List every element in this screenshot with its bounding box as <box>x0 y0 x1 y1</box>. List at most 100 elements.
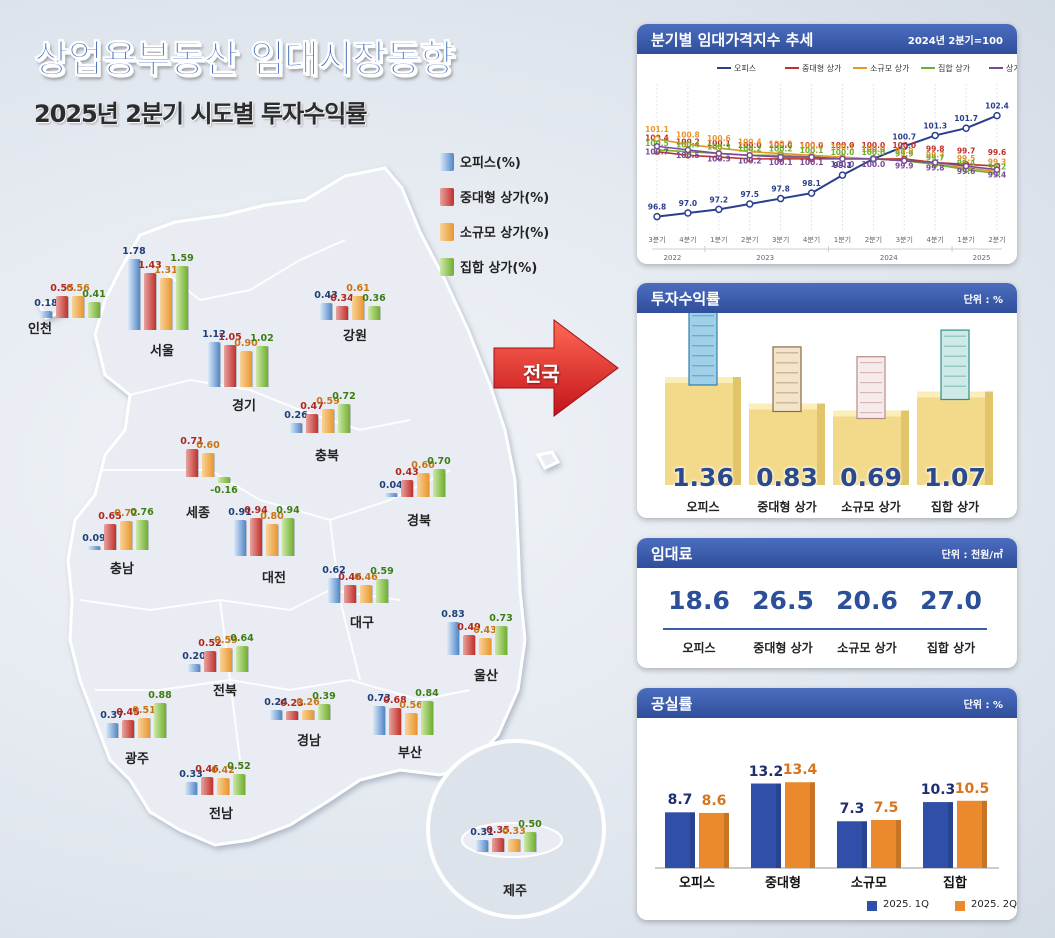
region-bar <box>202 453 214 477</box>
line-point-label: 100.8 <box>676 130 700 139</box>
line-legend-label: 소규모 상가 <box>870 63 910 73</box>
region-bar <box>433 469 445 497</box>
line-point <box>776 194 785 203</box>
region-bar <box>376 579 388 603</box>
region-bar-value: 0.70 <box>427 456 451 467</box>
region-bar-value: 0.36 <box>362 292 386 304</box>
region-bar <box>240 351 252 387</box>
region-bar-value: 0.52 <box>198 638 222 650</box>
line-point <box>746 152 753 159</box>
region-bar <box>320 302 332 320</box>
line-point-label: 100.0 <box>831 160 855 169</box>
region-bar <box>368 305 380 320</box>
line-x-label: 4분기 <box>927 235 944 244</box>
region-bar <box>122 720 134 738</box>
vacancy-value: 7.5 <box>873 800 899 816</box>
vacancy-bar-side <box>810 782 815 868</box>
region-bar <box>88 546 100 550</box>
yield-pedestal-side <box>733 377 741 485</box>
yield-title: 투자수익률 <box>651 289 721 308</box>
vacancy-value: 7.3 <box>839 801 865 818</box>
vacancy-value: 8.6 <box>701 792 727 809</box>
region-bar-value: 0.33 <box>502 825 526 837</box>
rent-value: 27.0 <box>920 586 982 615</box>
line-point-label: 99.9 <box>895 162 914 171</box>
region-bar-value: 1.78 <box>122 245 146 257</box>
yield-pedestal <box>917 391 993 485</box>
region-bar <box>524 832 536 852</box>
building-icon <box>688 313 718 386</box>
region-bar <box>176 266 188 330</box>
line-point-label: 100.0 <box>831 148 855 157</box>
yield-value: 1.36 <box>672 463 734 492</box>
legend-label: 소규모 상가(%) <box>460 226 550 241</box>
line-x-label: 1분기 <box>834 235 851 244</box>
region-bar <box>208 342 220 387</box>
line-point-label: 100.0 <box>861 141 885 150</box>
line-point-label: 101.7 <box>954 114 978 123</box>
rent-area: 18.6 오피스 26.5 중대형 상가 20.6 소규모 상가 27.0 집합 상가 <box>637 568 1017 668</box>
building-icon <box>772 346 802 413</box>
yield-value: 0.69 <box>840 463 902 492</box>
yield-value: 0.83 <box>756 463 818 492</box>
vacancy-bar-side <box>690 812 695 868</box>
vacancy-legend-label: 2025. 2Q <box>971 899 1017 910</box>
line-point-label: 100.0 <box>769 141 793 150</box>
line-year-label: 2023 <box>756 254 774 262</box>
region-bar <box>352 295 364 320</box>
region-bar-value: 0.94 <box>244 505 268 517</box>
rent-title: 임대료 <box>651 544 693 563</box>
region-name: 경기 <box>232 399 256 414</box>
line-point-label: 101.3 <box>923 121 947 130</box>
region-bar-value: 0.52 <box>227 761 251 773</box>
korea-map <box>37 166 606 919</box>
region-bar <box>401 479 413 497</box>
line-x-label: 1분기 <box>710 235 727 244</box>
line-point <box>808 153 815 161</box>
legend-label: 중대형 상가(%) <box>460 191 550 206</box>
price-index-panel: 분기별 임대가격지수 추세 2024년 2분기=100 오피스 중대형 상가 소규모… <box>637 24 1017 264</box>
line-point-label: 100.0 <box>892 141 916 150</box>
region-bar-value: 0.65 <box>98 511 122 522</box>
region-bar <box>220 648 232 672</box>
line-point-label: 100.0 <box>861 160 885 169</box>
region-bar-value: 0.84 <box>415 688 439 700</box>
region-bar <box>188 664 200 672</box>
line-point <box>684 209 692 217</box>
line-point-label: 99.7 <box>926 153 945 162</box>
vacancy-bar <box>751 783 781 868</box>
region-bar <box>88 301 100 318</box>
line-point-label: 100.2 <box>738 144 762 153</box>
region-bar-value: 0.34 <box>330 293 354 305</box>
region-bar-value: 1.59 <box>170 253 194 265</box>
vacancy-legend-swatch <box>955 901 965 911</box>
region-bar-value: 0.26 <box>296 696 320 708</box>
national-label: 전국 <box>523 362 560 386</box>
line-point-label: 102.4 <box>985 102 1009 111</box>
region-bar-value: 0.83 <box>441 608 465 620</box>
line-point-label: 100.1 <box>831 143 855 152</box>
region-bar-value: 0.56 <box>66 282 90 294</box>
region-bar <box>40 310 52 318</box>
region-bar <box>72 295 84 318</box>
line-point-label: 100.4 <box>676 141 700 150</box>
line-point-label: 99.1 <box>833 161 852 170</box>
line-point <box>653 135 661 143</box>
region-bar <box>328 578 340 603</box>
line-point-label: 100.7 <box>892 132 916 141</box>
region-bar <box>373 705 385 735</box>
region-bar-value: 0.73 <box>367 692 391 704</box>
line-point-label: 100.6 <box>707 134 731 143</box>
region-bar <box>234 519 246 556</box>
region-bar <box>236 646 248 672</box>
vacancy-label: 소규모 <box>851 876 887 891</box>
region-bar <box>463 635 475 655</box>
region-bar <box>106 723 118 738</box>
line-point-label: 100.3 <box>707 142 731 151</box>
region-bar <box>389 707 401 735</box>
line-year-label: 2024 <box>880 254 898 262</box>
yield-pedestal <box>665 377 741 485</box>
region-bar <box>360 584 372 603</box>
yield-pedestal-side <box>901 410 909 485</box>
line-point <box>931 159 939 166</box>
